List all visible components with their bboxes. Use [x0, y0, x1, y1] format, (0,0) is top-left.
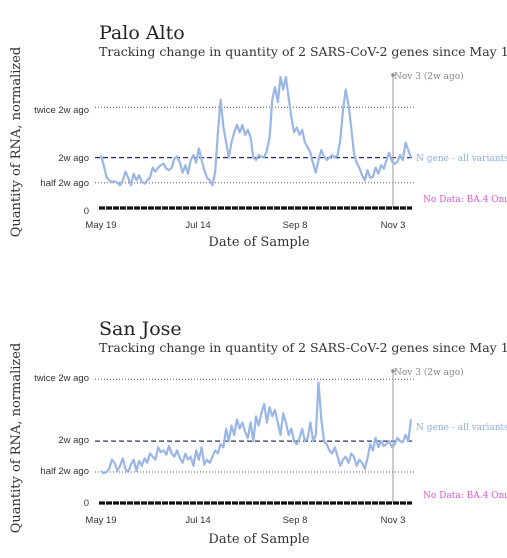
x-tick-label: Jul 14 — [185, 220, 210, 231]
chart-subtitle: Tracking change in quantity of 2 SARS-Co… — [99, 340, 507, 355]
chart-subtitle: Tracking change in quantity of 2 SARS-Co… — [99, 44, 507, 59]
y-tick-label: half 2w ago — [40, 466, 89, 477]
y-tick-label: 0 — [84, 206, 89, 217]
x-axis-label: Date of Sample — [208, 532, 309, 547]
y-tick-label: twice 2w ago — [34, 105, 89, 116]
reference-date-dot — [391, 73, 395, 77]
no-data-label: No Data: BA.4 Omi — [423, 491, 507, 501]
y-tick-label: 0 — [84, 498, 89, 509]
chart-panel-palo-alto: Palo Alto Tracking change in quantity of… — [9, 22, 507, 250]
y-tick-label: 2w ago — [58, 435, 89, 446]
chart-panel-san-jose: San Jose Tracking change in quantity of … — [9, 318, 507, 547]
x-tick-label: May 19 — [85, 220, 116, 231]
series-line-n-gene — [99, 75, 413, 187]
x-tick-label: May 19 — [85, 515, 116, 526]
x-tick-label: Nov 3 — [381, 220, 406, 231]
x-tick-label: Sep 8 — [283, 220, 308, 231]
y-axis-label: Quantity of RNA, normalized — [9, 343, 24, 534]
reference-date-label: Nov 3 (2w ago) — [394, 71, 464, 82]
x-axis-label: Date of Sample — [208, 235, 309, 250]
reference-date-dot — [391, 369, 395, 373]
chart-title: San Jose — [99, 318, 182, 340]
no-data-label: No Data: BA.4 Omi — [423, 195, 507, 205]
y-tick-label: half 2w ago — [40, 178, 89, 189]
y-tick-label: 2w ago — [58, 153, 89, 164]
chart-title: Palo Alto — [99, 22, 185, 44]
plot-area — [95, 73, 415, 210]
series-line-n-gene — [100, 381, 413, 475]
y-axis-label: Quantity of RNA, normalized — [9, 47, 24, 238]
x-tick-label: Nov 3 — [381, 515, 406, 526]
y-tick-label: twice 2w ago — [34, 373, 89, 384]
reference-date-label: Nov 3 (2w ago) — [394, 367, 464, 378]
x-tick-label: Jul 14 — [185, 515, 210, 526]
series-label: N gene - all variants — [416, 423, 507, 433]
series-label: N gene - all variants — [416, 154, 507, 164]
x-tick-label: Sep 8 — [283, 515, 308, 526]
plot-area — [95, 369, 415, 505]
